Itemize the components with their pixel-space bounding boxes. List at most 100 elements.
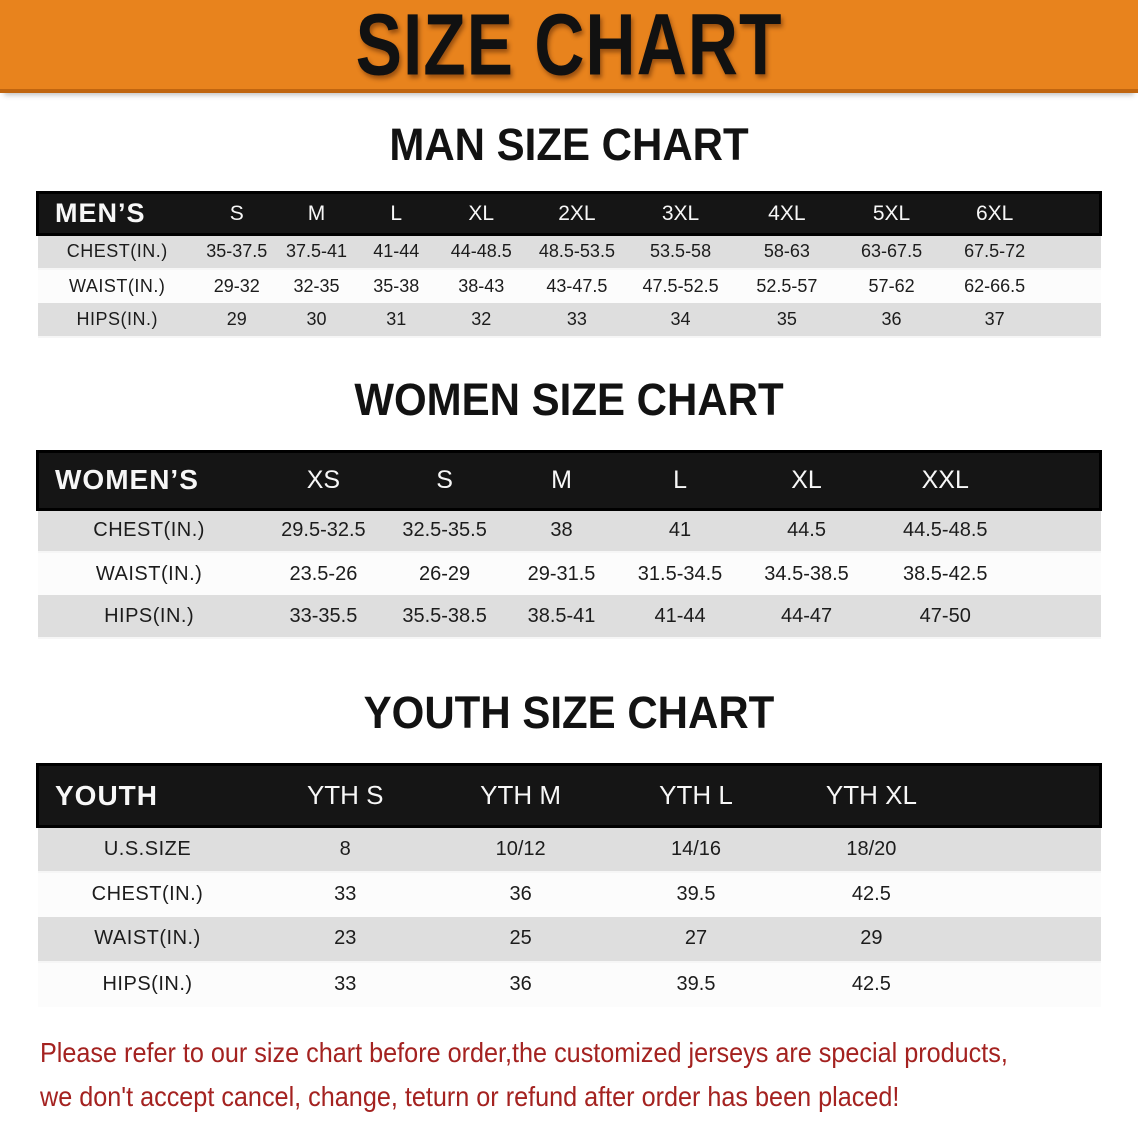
size-value: 62-66.5: [943, 268, 1047, 303]
size-value: 44-47: [740, 595, 873, 639]
row-label: HIPS(IN.): [37, 302, 197, 338]
size-value: 67.5-72: [943, 234, 1047, 270]
women-size-section: WOMEN SIZE CHART WOMEN’S XS S M L XL XXL…: [0, 373, 1138, 639]
size-value: 53.5-58: [627, 234, 734, 270]
size-value: 44-48.5: [436, 234, 527, 270]
size-value: 8: [257, 826, 433, 873]
women-chest-row: CHEST(IN.) 29.5-32.5 32.5-35.5 38 41 44.…: [37, 509, 1101, 553]
men-column-header: 4XL: [733, 191, 841, 236]
youth-column-header: YTH XL: [783, 763, 960, 828]
size-value: 14/16: [608, 826, 784, 873]
youth-ussize-row: U.S.SIZE 8 10/12 14/16 18/20: [37, 826, 1101, 873]
size-value: 44.5-48.5: [872, 509, 1018, 553]
size-value: 37: [943, 302, 1047, 338]
spacer-cell: [1046, 234, 1101, 270]
youth-size-table: YOUTH YTH S YTH M YTH L YTH XL U.S.SIZE …: [35, 763, 1103, 1007]
size-value: 23: [257, 916, 433, 963]
size-value: 41-44: [356, 234, 437, 270]
men-column-header: 3XL: [627, 191, 734, 236]
size-value: 33: [526, 302, 628, 338]
banner-title: SIZE CHART: [355, 0, 783, 93]
size-value: 39.5: [608, 961, 784, 1007]
youth-header-label: YOUTH: [35, 763, 258, 828]
women-column-header: M: [503, 449, 620, 511]
size-value: 38-43: [436, 268, 527, 303]
size-value: 41-44: [619, 595, 741, 639]
men-header-label: MEN’S: [35, 191, 197, 236]
spacer-cell: [1046, 191, 1103, 236]
youth-column-header: YTH M: [432, 763, 609, 828]
women-section-heading: WOMEN SIZE CHART: [354, 373, 784, 425]
size-value: 47-50: [872, 595, 1018, 639]
size-value: 36: [840, 302, 944, 338]
size-value: 30: [276, 302, 357, 338]
size-value: 23.5-26: [260, 552, 387, 595]
size-value: 39.5: [608, 871, 784, 917]
youth-column-header: YTH S: [257, 763, 433, 828]
spacer-cell: [959, 763, 1103, 828]
men-column-header: 5XL: [840, 191, 944, 236]
men-hips-row: HIPS(IN.) 29 30 31 32 33 34 35 36 37: [37, 302, 1101, 338]
row-label: WAIST(IN.): [37, 916, 258, 963]
row-label: CHEST(IN.): [37, 509, 261, 553]
size-value: 37.5-41: [276, 234, 357, 270]
women-size-table: WOMEN’S XS S M L XL XXL CHEST(IN.) 29.5-…: [35, 449, 1102, 639]
size-value: 52.5-57: [733, 268, 841, 303]
size-value: 35-38: [356, 268, 437, 303]
men-header-row: MEN’S S M L XL 2XL 3XL 4XL 5XL 6XL: [35, 191, 1103, 236]
women-column-header: XL: [740, 449, 873, 511]
size-value: 29-32: [196, 268, 277, 303]
size-value: 31.5-34.5: [619, 552, 741, 595]
men-column-header: 6XL: [943, 191, 1047, 236]
row-label: HIPS(IN.): [37, 595, 261, 639]
women-column-header: XXL: [872, 449, 1018, 511]
women-header-label: WOMEN’S: [35, 449, 261, 511]
youth-waist-row: WAIST(IN.) 23 25 27 29: [37, 916, 1101, 963]
women-header-row: WOMEN’S XS S M L XL XXL: [35, 449, 1102, 511]
size-value: 34: [627, 302, 734, 338]
disclaimer-line-1: Please refer to our size chart before or…: [40, 1036, 1008, 1068]
men-column-header: XL: [436, 191, 527, 236]
size-value: 47.5-52.5: [627, 268, 734, 303]
size-value: 41: [619, 509, 741, 553]
women-waist-row: WAIST(IN.) 23.5-26 26-29 29-31.5 31.5-34…: [37, 552, 1101, 595]
size-value: 33-35.5: [260, 595, 387, 639]
size-value: 33: [257, 961, 433, 1007]
size-value: 29: [196, 302, 277, 338]
order-disclaimer: Please refer to our size chart before or…: [40, 1031, 1138, 1119]
row-label: HIPS(IN.): [37, 961, 258, 1007]
men-column-header: S: [196, 191, 277, 236]
men-chest-row: CHEST(IN.) 35-37.5 37.5-41 41-44 44-48.5…: [37, 234, 1101, 270]
size-value: 32.5-35.5: [386, 509, 504, 553]
youth-section-heading: YOUTH SIZE CHART: [363, 687, 775, 738]
size-chart-banner: SIZE CHART: [0, 0, 1138, 93]
men-size-section: MAN SIZE CHART MEN’S S M L XL 2XL 3XL 4X…: [0, 119, 1138, 338]
men-size-table: MEN’S S M L XL 2XL 3XL 4XL 5XL 6XL CHEST…: [35, 191, 1103, 338]
spacer-cell: [959, 826, 1101, 873]
row-label: U.S.SIZE: [37, 826, 258, 873]
size-value: 38.5-41: [503, 595, 620, 639]
size-value: 29-31.5: [503, 552, 620, 595]
youth-size-section: YOUTH SIZE CHART YOUTH YTH S YTH M YTH L…: [0, 687, 1138, 1007]
size-value: 35-37.5: [196, 234, 277, 270]
size-value: 33: [257, 871, 433, 917]
size-value: 48.5-53.5: [526, 234, 628, 270]
men-column-header: 2XL: [526, 191, 628, 236]
women-hips-row: HIPS(IN.) 33-35.5 35.5-38.5 38.5-41 41-4…: [37, 595, 1101, 639]
men-section-heading: MAN SIZE CHART: [389, 119, 749, 170]
size-value: 26-29: [386, 552, 504, 595]
spacer-cell: [1017, 449, 1102, 511]
spacer-cell: [1046, 302, 1101, 338]
size-value: 43-47.5: [526, 268, 628, 303]
youth-column-header: YTH L: [608, 763, 784, 828]
size-value: 35.5-38.5: [386, 595, 504, 639]
women-column-header: S: [386, 449, 504, 511]
size-value: 35: [733, 302, 841, 338]
size-value: 38.5-42.5: [872, 552, 1018, 595]
size-value: 29: [783, 916, 960, 963]
row-label: CHEST(IN.): [37, 871, 258, 917]
men-column-header: M: [276, 191, 357, 236]
spacer-cell: [959, 916, 1101, 963]
size-value: 58-63: [733, 234, 841, 270]
row-label: WAIST(IN.): [37, 268, 197, 303]
